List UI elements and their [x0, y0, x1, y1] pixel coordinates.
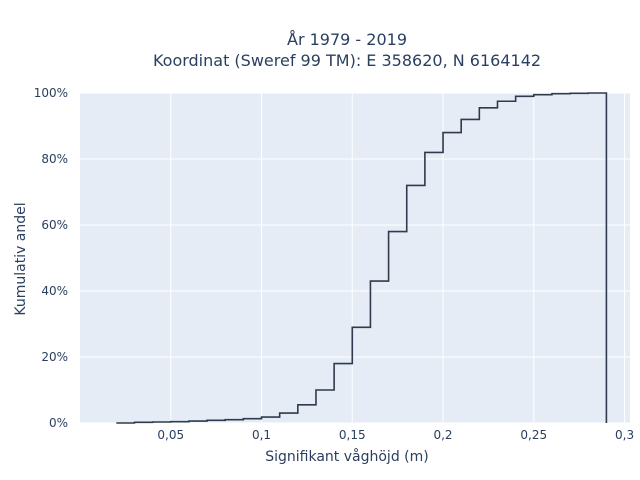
x-tick-label: 0,2	[433, 428, 452, 442]
plot-area	[80, 93, 630, 423]
x-tick-label: 0,25	[520, 428, 547, 442]
x-tick-label: 0,05	[157, 428, 184, 442]
x-tick-label: 0,3	[615, 428, 634, 442]
y-tick-label: 60%	[41, 218, 68, 232]
x-axis-title: Signifikant våghöjd (m)	[265, 448, 428, 465]
y-tick-label: 0%	[49, 416, 68, 430]
y-tick-label: 100%	[34, 86, 68, 100]
grid-lines	[80, 92, 630, 424]
series-group	[116, 92, 608, 424]
x-axis-ticks: 0,05 0,1 0,15 0,2 0,25 0,3	[157, 428, 634, 442]
chart-title-line2: Koordinat (Sweref 99 TM): E 358620, N 61…	[153, 51, 541, 70]
x-tick-label: 0,15	[339, 428, 366, 442]
y-tick-label: 20%	[41, 350, 68, 364]
chart-title-line1: År 1979 - 2019	[287, 30, 407, 49]
y-tick-label: 40%	[41, 284, 68, 298]
x-tick-label: 0,1	[252, 428, 271, 442]
cumulative-step-line	[116, 92, 608, 424]
y-axis-title: Kumulativ andel	[13, 202, 29, 315]
y-axis-ticks: 0% 20% 40% 60% 80% 100%	[34, 86, 68, 430]
y-tick-label: 80%	[41, 152, 68, 166]
